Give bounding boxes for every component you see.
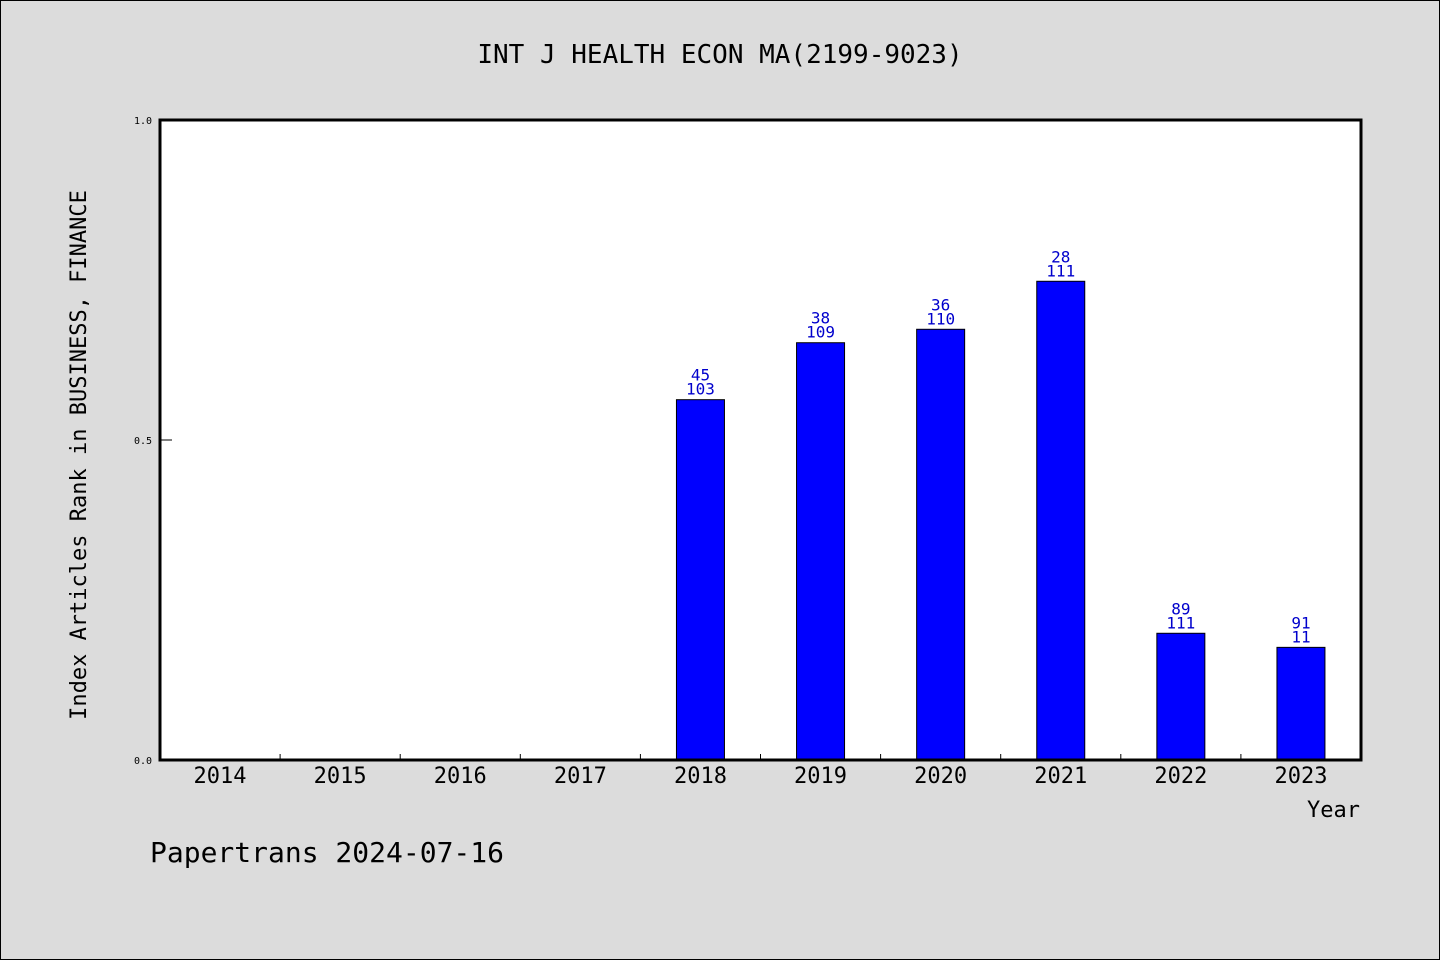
x-tick-label: 2014 <box>194 764 247 789</box>
bar-label-top: 38 <box>811 309 830 328</box>
x-tick-label: 2018 <box>674 764 727 789</box>
x-tick-label: 2017 <box>554 764 607 789</box>
bar-label-bottom: 103 <box>686 380 715 399</box>
x-axis-label: Year <box>1307 798 1360 823</box>
x-tick-label: 2022 <box>1154 764 1207 789</box>
bar-label-bottom: 11 <box>1291 627 1310 646</box>
x-tick-label: 2016 <box>434 764 487 789</box>
bar-label-top: 45 <box>691 366 710 385</box>
bar-2018 <box>675 399 725 761</box>
y-tick-label: 1.0 <box>134 116 152 127</box>
x-tick-label: 2019 <box>794 764 847 789</box>
bar-label-bottom: 109 <box>806 323 835 342</box>
bar-label-top: 28 <box>1051 247 1070 266</box>
y-tick-label: 0.0 <box>134 756 152 767</box>
x-tick-label: 2021 <box>1034 764 1087 789</box>
x-tick-label: 2023 <box>1274 764 1327 789</box>
x-axis-ticks: 2014 2015 2016 2017 2018 2019 2020 2021 2022 2023 <box>194 754 1327 789</box>
bar-2021 <box>1036 280 1086 761</box>
x-tick-label: 2015 <box>314 764 367 789</box>
bar-2023 <box>1276 646 1326 761</box>
bar-2020 <box>916 328 966 761</box>
footer-text: Papertrans 2024-07-16 <box>150 836 504 869</box>
bar-label-top: 91 <box>1291 613 1310 632</box>
bar-label-bottom: 110 <box>926 309 955 328</box>
x-tick-label: 2020 <box>914 764 967 789</box>
bar-label-bottom: 111 <box>1166 613 1195 632</box>
bar-2022 <box>1156 632 1206 761</box>
plot-border <box>158 118 1363 762</box>
y-axis-label: Index Articles Rank in BUSINESS, FINANCE <box>67 190 92 720</box>
bar-label-top: 89 <box>1171 599 1190 618</box>
bar-2019 <box>796 342 846 761</box>
chart-title: INT J HEALTH ECON MA(2199-9023) <box>477 40 962 70</box>
bar-label-bottom: 111 <box>1046 261 1075 280</box>
y-tick-label: 0.5 <box>134 436 152 447</box>
bar-label-top: 36 <box>931 295 950 314</box>
